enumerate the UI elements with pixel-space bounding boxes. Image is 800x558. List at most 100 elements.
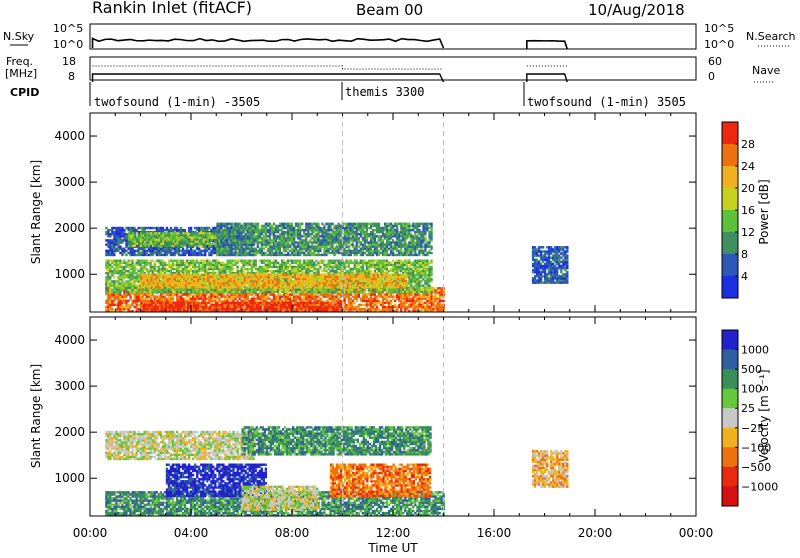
data-cell [279, 264, 281, 266]
data-cell [231, 304, 233, 306]
data-cell [334, 308, 336, 310]
data-cell [269, 291, 271, 293]
data-cell [289, 298, 291, 300]
data-cell [149, 304, 151, 306]
data-cell [390, 308, 392, 310]
data-cell [364, 260, 366, 262]
data-cell [335, 295, 337, 297]
data-cell [240, 278, 242, 280]
data-cell [350, 304, 352, 306]
data-cell [193, 280, 195, 282]
data-cell [164, 295, 166, 297]
data-cell [146, 260, 148, 262]
data-cell [386, 289, 388, 291]
data-cell [420, 276, 422, 278]
data-cell [281, 270, 283, 272]
data-cell [256, 278, 258, 280]
data-cell [363, 280, 365, 282]
data-cell [309, 270, 311, 272]
data-cell [351, 280, 353, 282]
data-cell [287, 293, 289, 295]
data-cell [138, 304, 140, 306]
data-cell [107, 270, 109, 272]
data-cell [265, 298, 267, 300]
data-cell [153, 278, 155, 280]
data-cell [131, 289, 133, 291]
data-cell [280, 278, 282, 280]
data-cell [392, 266, 394, 268]
data-cell [357, 280, 359, 282]
data-cell [420, 280, 422, 282]
data-cell [244, 278, 246, 280]
data-cell [288, 306, 290, 308]
data-cell [155, 306, 157, 308]
data-cell [226, 260, 228, 262]
data-cell [424, 270, 426, 272]
data-cell [208, 260, 210, 262]
data-cell [291, 270, 293, 272]
data-cell [379, 280, 381, 282]
data-cell [344, 268, 346, 270]
data-cell [412, 276, 414, 278]
data-cell [282, 308, 284, 310]
data-cell [158, 304, 160, 306]
data-cell [163, 274, 165, 276]
data-cell [136, 276, 138, 278]
data-cell [368, 260, 370, 262]
data-cell [319, 260, 321, 262]
data-cell [161, 308, 163, 310]
data-cell [394, 289, 396, 291]
data-cell [389, 286, 391, 288]
data-cell [133, 291, 135, 293]
data-cell [169, 306, 171, 308]
data-cell [150, 266, 152, 268]
data-cell [117, 308, 119, 310]
data-cell [298, 306, 300, 308]
data-cell [309, 291, 311, 293]
data-cell [428, 300, 430, 302]
data-cell [377, 286, 379, 288]
data-cell [207, 280, 209, 282]
data-cell [177, 308, 179, 310]
data-cell [212, 260, 214, 262]
data-cell [298, 276, 300, 278]
data-cell [358, 295, 360, 297]
data-cell [254, 276, 256, 278]
data-cell [190, 291, 192, 293]
data-cell [312, 278, 314, 280]
data-cell [125, 274, 127, 276]
data-cell [224, 268, 226, 270]
data-cell [360, 270, 362, 272]
data-cell [273, 270, 275, 272]
data-cell [140, 268, 142, 270]
data-cell [111, 308, 113, 310]
data-cell [422, 270, 424, 272]
data-cell [416, 300, 418, 302]
data-cell [149, 284, 151, 286]
data-cell [147, 304, 149, 306]
data-cell [250, 302, 252, 304]
data-cell [376, 289, 378, 291]
data-cell [382, 262, 384, 264]
data-cell [265, 268, 267, 270]
data-cell [332, 278, 334, 280]
data-cell [398, 291, 400, 293]
data-cell [152, 266, 154, 268]
data-cell [422, 268, 424, 270]
data-cell [295, 270, 297, 272]
data-cell [374, 268, 376, 270]
data-cell [231, 284, 233, 286]
data-cell [182, 298, 184, 300]
data-cell [220, 270, 222, 272]
data-cell [168, 289, 170, 291]
data-cell [155, 286, 157, 288]
data-cell [230, 266, 232, 268]
data-cell [150, 260, 152, 262]
data-cell [167, 284, 169, 286]
data-cell [239, 298, 241, 300]
data-cell [329, 295, 331, 297]
data-cell [318, 306, 320, 308]
data-cell [408, 286, 410, 288]
data-cell [119, 300, 121, 302]
data-cell [158, 270, 160, 272]
